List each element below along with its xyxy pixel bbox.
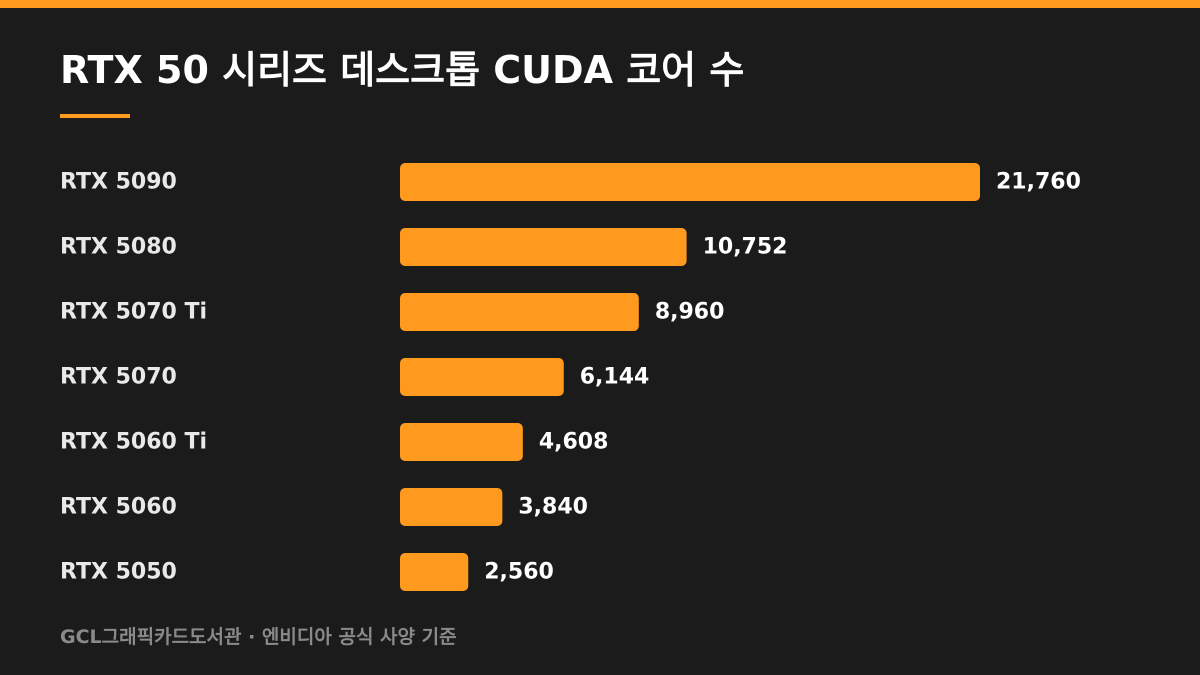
value-label-rtx-5070: 6,144 (580, 365, 650, 390)
category-label-rtx-5070-ti: RTX 5070 Ti (60, 300, 207, 325)
bar-rtx-5090 (400, 163, 980, 201)
value-label-rtx-5090: 21,760 (996, 170, 1081, 195)
bar-rtx-5060 (400, 488, 503, 526)
value-label-rtx-5060-ti: 4,608 (539, 430, 609, 455)
value-label-rtx-5080: 10,752 (703, 235, 788, 260)
source-note: GCL그래픽카드도서관 · 엔비디아 공식 사양 기준 (60, 626, 457, 648)
category-label-rtx-5090: RTX 5090 (60, 170, 177, 195)
category-label-rtx-5060: RTX 5060 (60, 495, 177, 520)
value-label-rtx-5070-ti: 8,960 (655, 300, 725, 325)
bar-rtx-5080 (400, 228, 687, 266)
bar-rtx-5070 (400, 358, 564, 396)
value-label-rtx-5060: 3,840 (518, 495, 588, 520)
bar-rtx-5050 (400, 553, 469, 591)
bar-rtx-5070-ti (400, 293, 639, 331)
bar-rtx-5060-ti (400, 423, 523, 461)
value-label-rtx-5050: 2,560 (484, 560, 554, 585)
category-label-rtx-5060-ti: RTX 5060 Ti (60, 430, 207, 455)
category-label-rtx-5070: RTX 5070 (60, 365, 177, 390)
top-accent-bar (0, 0, 1200, 8)
title-underline (60, 114, 130, 118)
category-label-rtx-5080: RTX 5080 (60, 235, 177, 260)
category-label-rtx-5050: RTX 5050 (60, 560, 177, 585)
chart-title: RTX 50 시리즈 데스크톱 CUDA 코어 수 (60, 48, 745, 92)
